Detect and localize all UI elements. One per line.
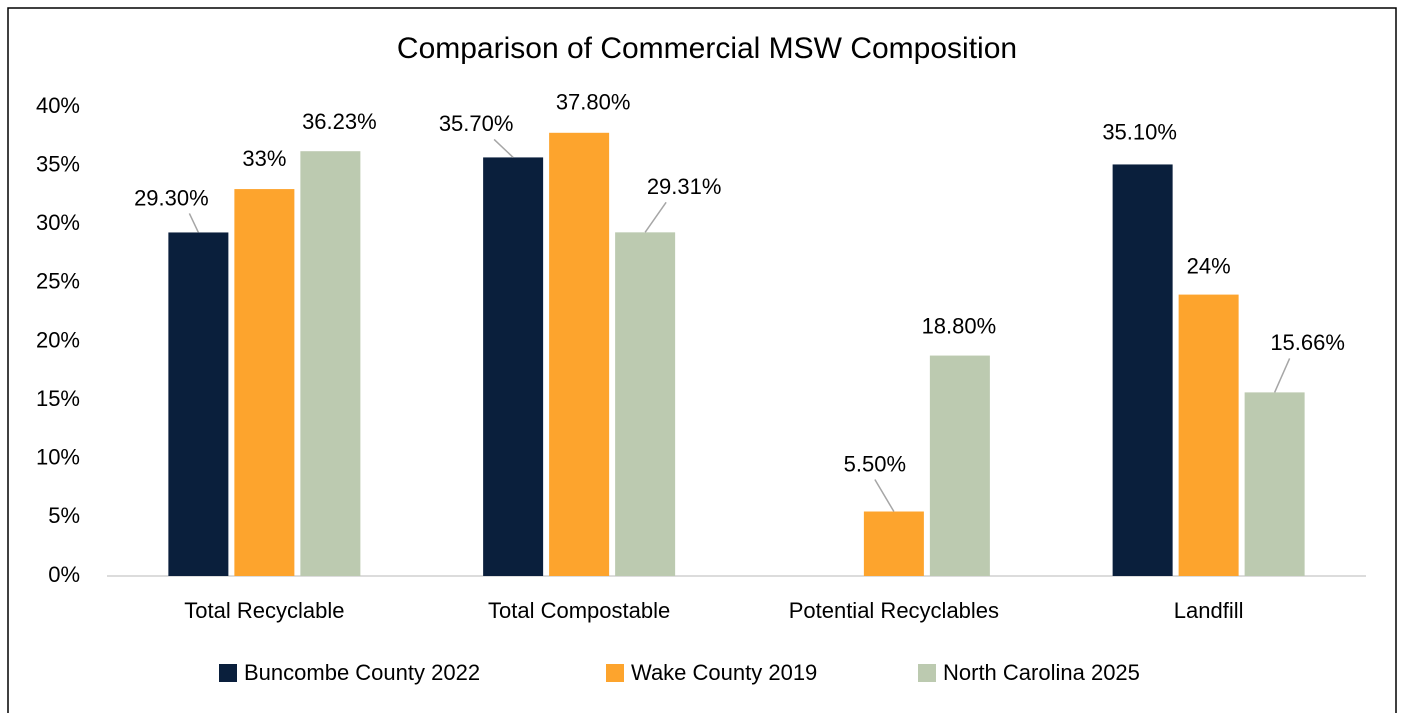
y-tick-label: 30% <box>36 210 80 235</box>
bar <box>863 511 924 576</box>
bar <box>483 157 544 577</box>
bar <box>549 132 610 577</box>
chart-title: Comparison of Commercial MSW Composition <box>397 32 1017 65</box>
bar <box>1178 294 1239 576</box>
legend-swatch <box>606 664 624 682</box>
y-tick-label: 25% <box>36 269 80 294</box>
y-tick-label: 20% <box>36 327 80 352</box>
data-label: 29.31% <box>647 174 722 199</box>
bar <box>1112 164 1173 576</box>
legend-swatch <box>219 664 237 682</box>
y-tick-label: 10% <box>36 445 80 470</box>
data-label: 29.30% <box>134 185 209 210</box>
leader-line <box>644 201 667 233</box>
leader-line <box>493 138 514 158</box>
data-label: 24% <box>1187 253 1231 278</box>
data-label: 5.50% <box>844 451 906 476</box>
y-tick-label: 5% <box>48 503 80 528</box>
x-tick-label: Landfill <box>1174 598 1244 623</box>
data-label: 15.66% <box>1270 330 1345 355</box>
data-label: 33% <box>242 146 286 171</box>
data-label: 35.10% <box>1102 119 1177 144</box>
bar <box>168 232 229 576</box>
leader-line <box>188 213 200 233</box>
bar <box>1244 392 1305 576</box>
legend-label: North Carolina 2025 <box>943 660 1140 685</box>
y-tick-label: 0% <box>48 562 80 587</box>
leader-line <box>874 479 895 512</box>
leader-line <box>1273 358 1291 393</box>
legend-label: Wake County 2019 <box>631 660 817 685</box>
y-tick-label: 35% <box>36 151 80 176</box>
x-tick-label: Total Recyclable <box>184 598 344 623</box>
data-label: 36.23% <box>302 109 377 134</box>
data-label: 18.80% <box>922 313 997 338</box>
bar <box>929 355 990 576</box>
data-label: 35.70% <box>439 111 514 136</box>
y-tick-label: 15% <box>36 386 80 411</box>
bar <box>234 189 295 576</box>
bar <box>300 151 361 576</box>
data-label: 37.80% <box>556 90 631 115</box>
legend-label: Buncombe County 2022 <box>244 660 480 685</box>
legend-swatch <box>918 664 936 682</box>
y-tick-label: 40% <box>36 93 80 118</box>
x-tick-label: Potential Recyclables <box>789 598 999 623</box>
x-tick-label: Total Compostable <box>488 598 670 623</box>
bar <box>615 232 676 576</box>
